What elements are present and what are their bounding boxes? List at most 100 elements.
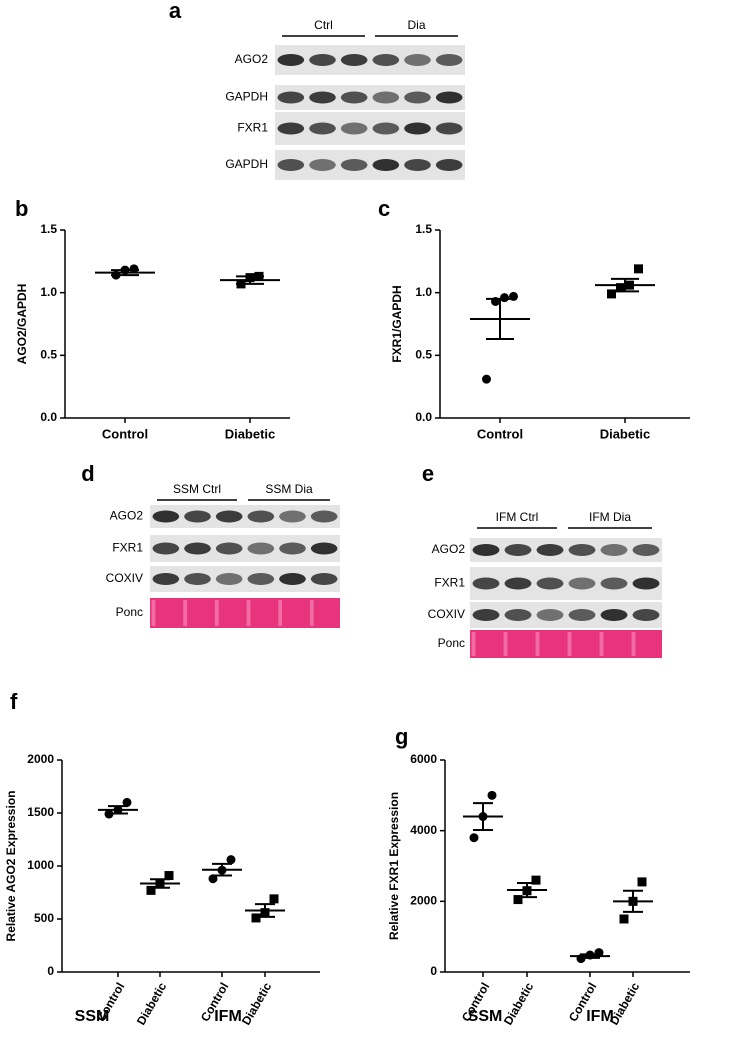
y-tick-label: 0.0 bbox=[40, 410, 57, 424]
ponc-stripe bbox=[567, 632, 572, 656]
band bbox=[309, 122, 336, 135]
data-point bbox=[634, 264, 643, 274]
band bbox=[310, 573, 338, 585]
y-tick-label: 0 bbox=[47, 964, 54, 978]
blot-strip bbox=[275, 150, 465, 180]
blot-strip bbox=[150, 566, 340, 592]
band bbox=[277, 54, 305, 66]
band bbox=[504, 609, 532, 621]
band bbox=[536, 577, 564, 590]
band bbox=[340, 91, 368, 104]
category-group-label: IFM bbox=[586, 1008, 614, 1025]
data-point bbox=[164, 871, 174, 881]
blot-strip bbox=[470, 538, 662, 562]
row-label: COXIV bbox=[106, 571, 143, 585]
data-point bbox=[637, 877, 647, 887]
y-tick-label: 6000 bbox=[410, 752, 437, 766]
band bbox=[404, 91, 431, 104]
band bbox=[247, 510, 275, 523]
panel-label: g bbox=[395, 724, 408, 749]
panel-label: b bbox=[15, 196, 28, 221]
blot-strip bbox=[470, 567, 662, 600]
band bbox=[372, 91, 400, 104]
row-label: FXR1 bbox=[112, 541, 143, 555]
band bbox=[632, 609, 660, 621]
data-point bbox=[500, 293, 509, 303]
x-tick-label: Control bbox=[102, 426, 148, 441]
blot-strip bbox=[150, 598, 340, 628]
y-axis-label: Relative AGO2 Expression bbox=[4, 791, 18, 942]
data-point bbox=[122, 797, 132, 807]
lane-group-label: Dia bbox=[407, 18, 425, 32]
band bbox=[309, 91, 336, 104]
x-tick-label: Control bbox=[477, 426, 523, 441]
row-label: Ponc bbox=[438, 636, 465, 650]
band bbox=[472, 609, 500, 621]
row-label: Ponc bbox=[116, 605, 143, 619]
band bbox=[152, 573, 180, 585]
data-point bbox=[619, 914, 629, 924]
y-tick-label: 0 bbox=[430, 964, 437, 978]
y-tick-label: 500 bbox=[34, 911, 54, 925]
band bbox=[435, 159, 463, 171]
band bbox=[309, 54, 336, 66]
band bbox=[404, 54, 431, 66]
band bbox=[184, 542, 211, 555]
band bbox=[536, 609, 564, 621]
ponc-stripe bbox=[503, 632, 508, 656]
y-axis-label: Relative FXR1 Expression bbox=[387, 792, 401, 940]
panel-label: f bbox=[10, 689, 18, 714]
ponc-stripe bbox=[309, 600, 314, 626]
y-axis-label: AGO2/GAPDH bbox=[15, 284, 29, 365]
lane-group-label: SSM Ctrl bbox=[173, 482, 221, 496]
data-point bbox=[531, 875, 541, 885]
y-tick-label: 1.5 bbox=[415, 222, 432, 236]
x-tick-label: Diabetic bbox=[600, 426, 651, 441]
band bbox=[247, 573, 275, 585]
band bbox=[215, 573, 243, 585]
y-tick-label: 1000 bbox=[27, 858, 54, 872]
band bbox=[632, 577, 660, 590]
band bbox=[152, 510, 180, 523]
band bbox=[215, 510, 243, 523]
band bbox=[152, 542, 180, 555]
row-label: GAPDH bbox=[225, 90, 268, 104]
panel-label: e bbox=[422, 461, 434, 486]
band bbox=[404, 159, 431, 171]
x-tick-label: Diabetic bbox=[134, 980, 170, 1028]
ponc-stripe bbox=[599, 632, 604, 656]
y-tick-label: 2000 bbox=[410, 894, 437, 908]
ponc-stripe bbox=[183, 600, 188, 626]
band bbox=[215, 542, 243, 555]
row-label: FXR1 bbox=[237, 121, 268, 135]
band bbox=[340, 159, 368, 171]
band bbox=[600, 544, 628, 556]
y-axis-label: FXR1/GAPDH bbox=[390, 285, 404, 362]
data-point bbox=[482, 374, 491, 384]
ponc-stripe bbox=[471, 632, 476, 656]
ponc-stripe bbox=[151, 600, 156, 626]
data-point bbox=[226, 855, 236, 865]
band bbox=[600, 609, 628, 621]
band bbox=[435, 122, 463, 135]
band bbox=[310, 510, 338, 523]
panel-label: a bbox=[169, 0, 182, 23]
row-label: AGO2 bbox=[235, 52, 269, 66]
category-group-label: IFM bbox=[214, 1008, 242, 1025]
ponc-stripe bbox=[631, 632, 636, 656]
ponc-stripe bbox=[278, 600, 283, 626]
data-point bbox=[616, 283, 625, 293]
y-tick-label: 2000 bbox=[27, 752, 54, 766]
blot-strip bbox=[150, 535, 340, 562]
band bbox=[404, 122, 431, 135]
band bbox=[184, 510, 211, 523]
lane-group-label: IFM Ctrl bbox=[496, 510, 539, 524]
band bbox=[279, 510, 306, 523]
x-tick-label: Diabetic bbox=[239, 980, 275, 1028]
band bbox=[247, 542, 275, 555]
band bbox=[184, 573, 211, 585]
row-label: FXR1 bbox=[434, 576, 465, 590]
band bbox=[632, 544, 660, 556]
y-tick-label: 1500 bbox=[27, 805, 54, 819]
